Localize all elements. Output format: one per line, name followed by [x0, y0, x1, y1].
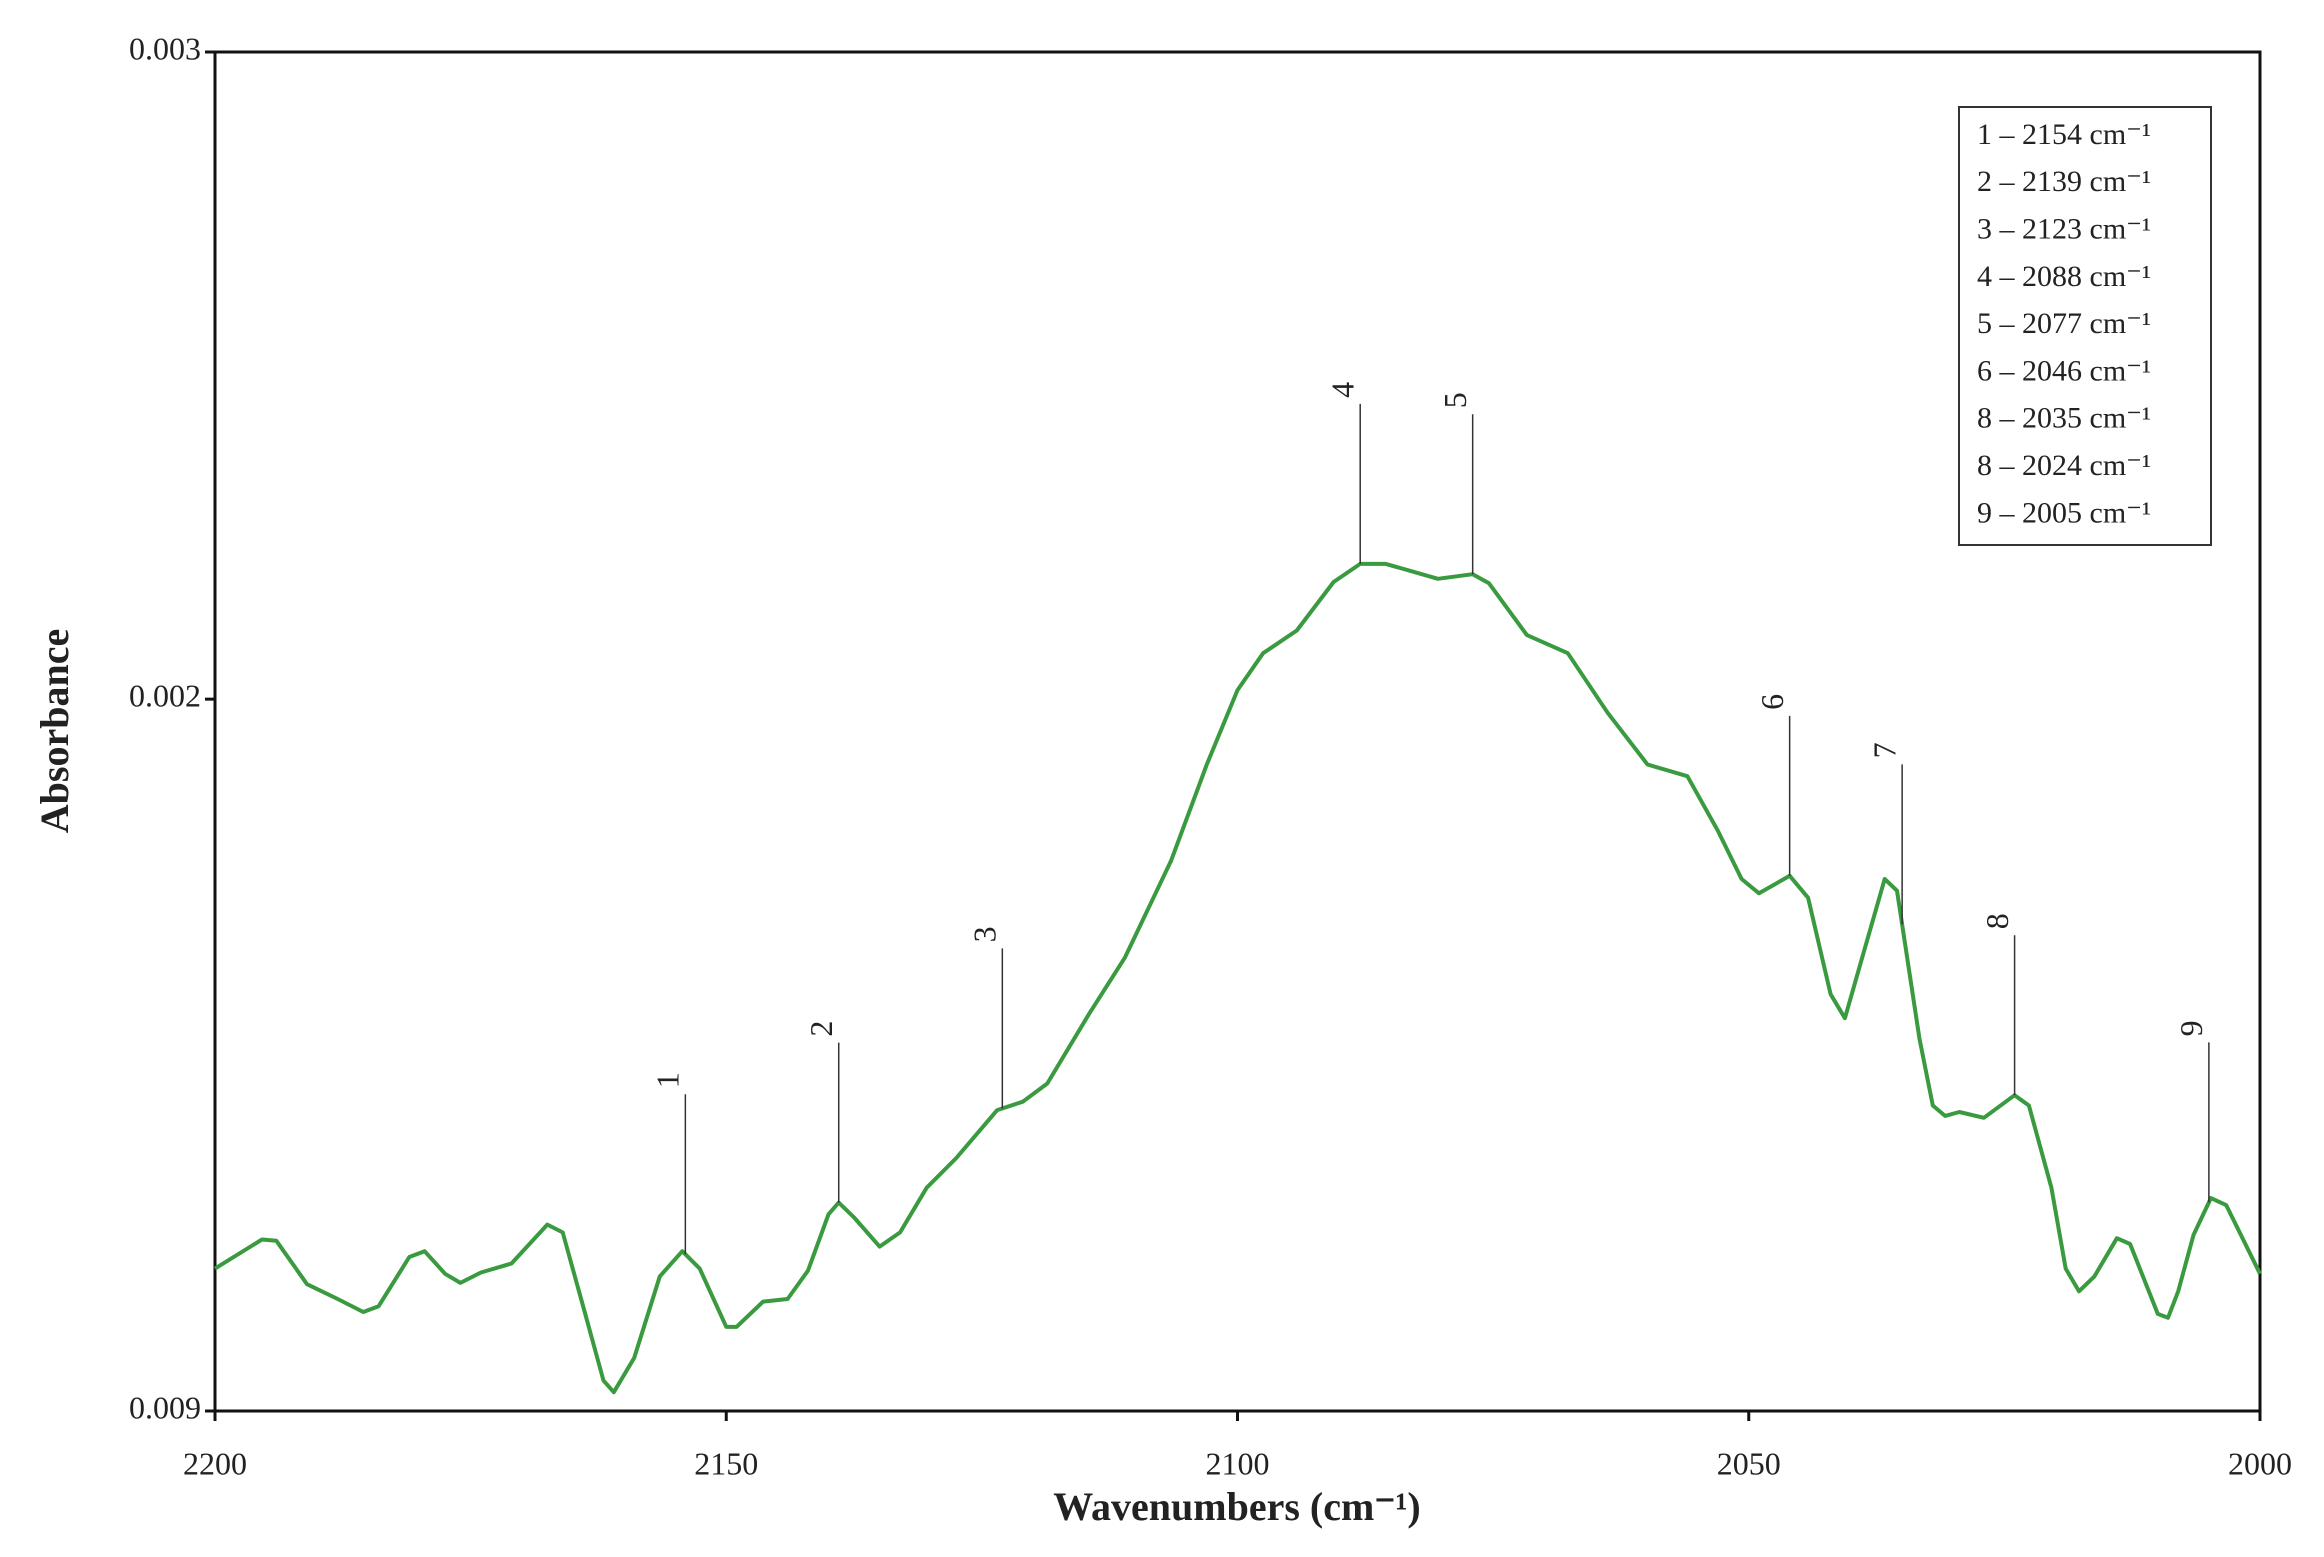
peak-label: 2: [803, 1021, 839, 1037]
peak-label: 5: [1437, 392, 1473, 408]
legend-entry: 4 – 2088 cm⁻¹: [1977, 260, 2151, 293]
peak-label: 3: [967, 926, 1003, 942]
legend-entry: 3 – 2123 cm⁻¹: [1977, 212, 2151, 245]
legend-entry: 9 – 2005 cm⁻¹: [1977, 496, 2151, 529]
legend-entry: 5 – 2077 cm⁻¹: [1977, 307, 2151, 340]
x-tick-label: 2200: [183, 1445, 247, 1481]
x-tick-label: 2050: [1717, 1445, 1781, 1481]
peak-label: 8: [1979, 913, 2015, 929]
peak-label: 1: [650, 1072, 686, 1088]
legend-entry: 8 – 2024 cm⁻¹: [1977, 449, 2151, 482]
x-axis-title: Wavenumbers (cm⁻¹): [1053, 1484, 1421, 1529]
legend-entry: 8 – 2035 cm⁻¹: [1977, 402, 2151, 435]
y-tick-label: 0.002: [129, 677, 201, 713]
y-tick-label: 0.009: [129, 1389, 201, 1425]
y-axis-title: Absorbance: [32, 629, 77, 833]
y-tick-label: 0.003: [129, 30, 201, 66]
peak-label: 4: [1325, 382, 1361, 398]
legend-entry: 1 – 2154 cm⁻¹: [1977, 118, 2151, 151]
legend-entry: 6 – 2046 cm⁻¹: [1977, 354, 2151, 387]
x-tick-label: 2000: [2228, 1445, 2292, 1481]
legend-box: [1958, 106, 2212, 546]
spectrum-line: [213, 561, 2262, 1395]
peak-label: 7: [1866, 742, 1902, 758]
x-tick-label: 2100: [1206, 1445, 1270, 1481]
peak-label: 6: [1754, 694, 1790, 710]
peak-label: 9: [2173, 1020, 2209, 1036]
legend-entry: 2 – 2139 cm⁻¹: [1977, 165, 2151, 198]
x-tick-label: 2150: [694, 1445, 758, 1481]
